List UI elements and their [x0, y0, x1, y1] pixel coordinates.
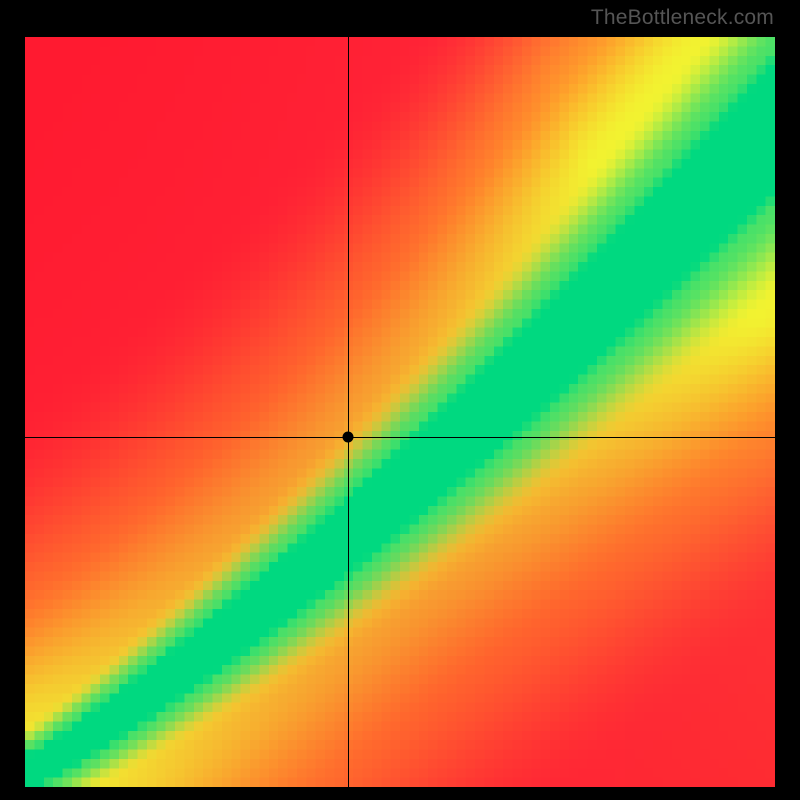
heatmap-canvas — [25, 37, 775, 787]
crosshair-horizontal — [25, 437, 775, 438]
chart-container: TheBottleneck.com — [0, 0, 800, 800]
crosshair-marker — [342, 431, 353, 442]
crosshair-vertical — [348, 37, 349, 787]
watermark-text: TheBottleneck.com — [591, 6, 774, 30]
